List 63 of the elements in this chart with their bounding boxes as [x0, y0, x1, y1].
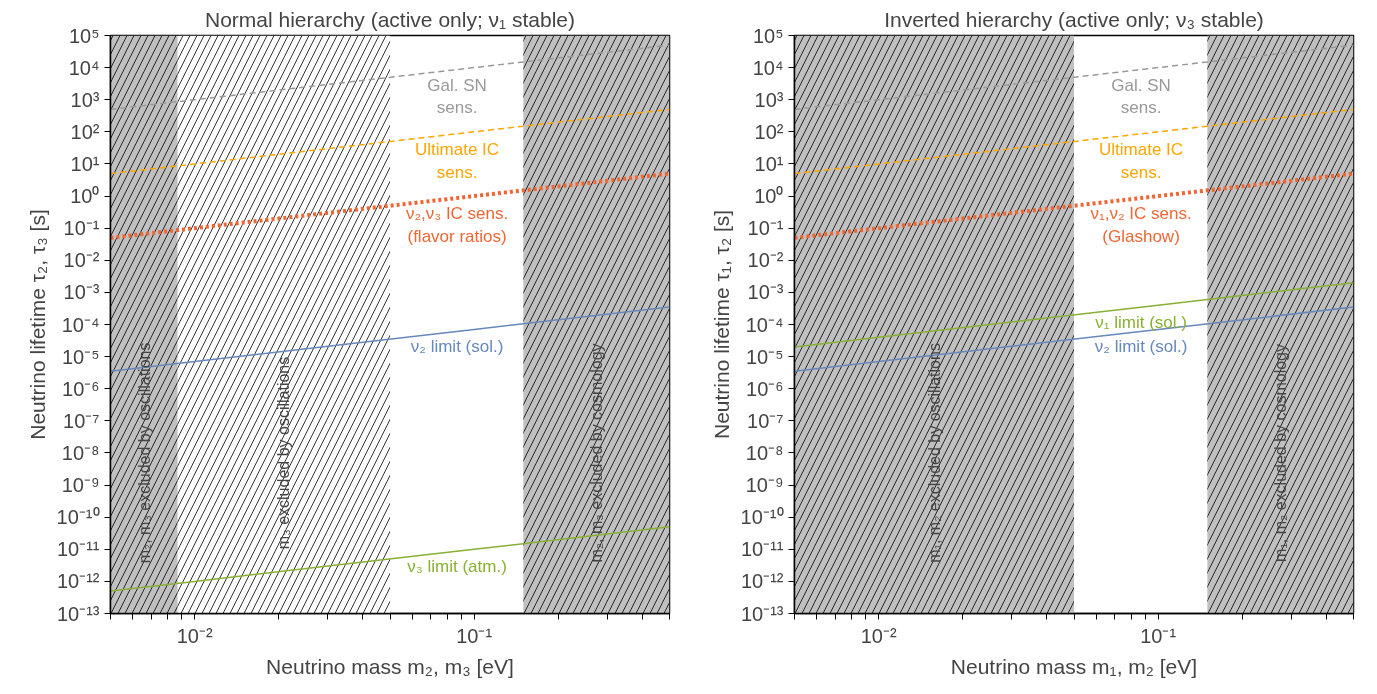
- y-tick-label: 10⁵: [68, 24, 100, 47]
- annotation: Ultimate IC sens.: [1099, 139, 1184, 182]
- y-tick-label: 10⁻⁶: [62, 377, 100, 400]
- y-tick-label: 10²: [70, 120, 100, 143]
- band-label: m₂, m₃ excluded by cosmology: [587, 343, 605, 563]
- y-tick-label: 10⁻⁹: [61, 474, 100, 497]
- band-label: m₃ excluded by oscillations: [275, 356, 293, 550]
- y-tick-label: 10⁻⁷: [747, 409, 784, 432]
- y-tick-label: 10³: [754, 88, 784, 111]
- y-tick-label: 10⁻⁵: [745, 345, 784, 368]
- y-tick-label: 10⁻²: [747, 249, 784, 272]
- y-tick-label: 10⁻¹¹: [56, 538, 100, 561]
- x-tick-label: 10⁻¹: [1140, 624, 1177, 647]
- annotation: Gal. SN sens.: [1111, 75, 1171, 118]
- x-tick-label: 10⁻¹: [456, 624, 493, 647]
- annotation: Ultimate IC sens.: [415, 139, 500, 182]
- y-tick-label: 10⁻¹³: [740, 602, 784, 625]
- annotation: ν₂ limit (sol.): [410, 337, 504, 357]
- chart-title: Inverted hierarchy (active only; ν₃ stable): [884, 7, 1264, 31]
- y-tick-label: 10⁴: [68, 56, 100, 79]
- y-tick-label: 10⁰: [70, 185, 100, 208]
- annotation: Gal. SN sens.: [427, 75, 487, 118]
- y-tick-label: 10¹: [754, 152, 784, 175]
- annotation: ν₂ limit (sol.): [1094, 337, 1188, 357]
- y-tick-label: 10⁻¹⁰: [56, 506, 100, 529]
- y-axis-title: Neutrino lifetime τ₁, τ₂ [s]: [709, 209, 733, 440]
- x-tick-label: 10⁻²: [176, 624, 213, 647]
- annotation: ν₁ limit (sol.): [1095, 313, 1187, 333]
- annotation: ν₂,ν₃ IC sens. (flavor ratios): [405, 204, 509, 246]
- y-tick-label: 10⁻³: [747, 281, 784, 304]
- y-tick-label: 10⁻¹: [63, 217, 100, 240]
- y-tick-label: 10²: [754, 120, 784, 143]
- y-tick-label: 10⁻⁴: [61, 313, 100, 336]
- y-tick-label: 10⁴: [752, 56, 784, 79]
- y-tick-label: 10³: [70, 88, 100, 111]
- y-tick-label: 10⁻⁵: [61, 345, 100, 368]
- y-tick-label: 10⁻¹³: [56, 602, 100, 625]
- y-tick-label: 10⁻⁸: [61, 441, 100, 464]
- y-axis-title: Neutrino lifetime τ₂, τ₃ [s]: [25, 209, 49, 440]
- y-tick-label: 10⁻²: [63, 249, 100, 272]
- annotation: ν₁,ν₂ IC sens. (Glashow): [1090, 204, 1192, 246]
- y-tick-label: 10⁻¹²: [740, 570, 784, 593]
- x-axis-title: Neutrino mass m₂, m₃ [eV]: [266, 654, 514, 678]
- y-tick-label: 10⁻⁸: [745, 441, 784, 464]
- y-tick-label: 10⁻¹²: [56, 570, 100, 593]
- y-tick-label: 10⁻⁷: [63, 409, 100, 432]
- band-label: m₂, m₃ excluded by oscillations: [135, 342, 153, 564]
- chart-title: Normal hierarchy (active only; ν₁ stable): [204, 7, 576, 31]
- x-axis-title: Neutrino mass m₁, m₂ [eV]: [950, 654, 1198, 678]
- y-tick-label: 10⁰: [754, 185, 784, 208]
- y-tick-label: 10⁻¹¹: [740, 538, 784, 561]
- x-tick-label: 10⁻²: [860, 624, 897, 647]
- y-tick-label: 10⁻⁴: [745, 313, 784, 336]
- y-tick-label: 10⁻³: [63, 281, 100, 304]
- y-tick-label: 10⁻¹⁰: [740, 506, 784, 529]
- band-label: m₁, m₂ excluded by cosmology: [1271, 343, 1289, 562]
- y-tick-label: 10⁻⁶: [746, 377, 784, 400]
- y-tick-label: 10⁻¹: [747, 217, 784, 240]
- y-tick-label: 10¹: [70, 152, 100, 175]
- y-tick-label: 10⁻⁹: [745, 474, 784, 497]
- annotation: ν₃ limit (atm.): [407, 557, 507, 577]
- band-label: m₁, m₂ excluded by oscillations: [925, 343, 943, 563]
- y-tick-label: 10⁵: [752, 24, 784, 47]
